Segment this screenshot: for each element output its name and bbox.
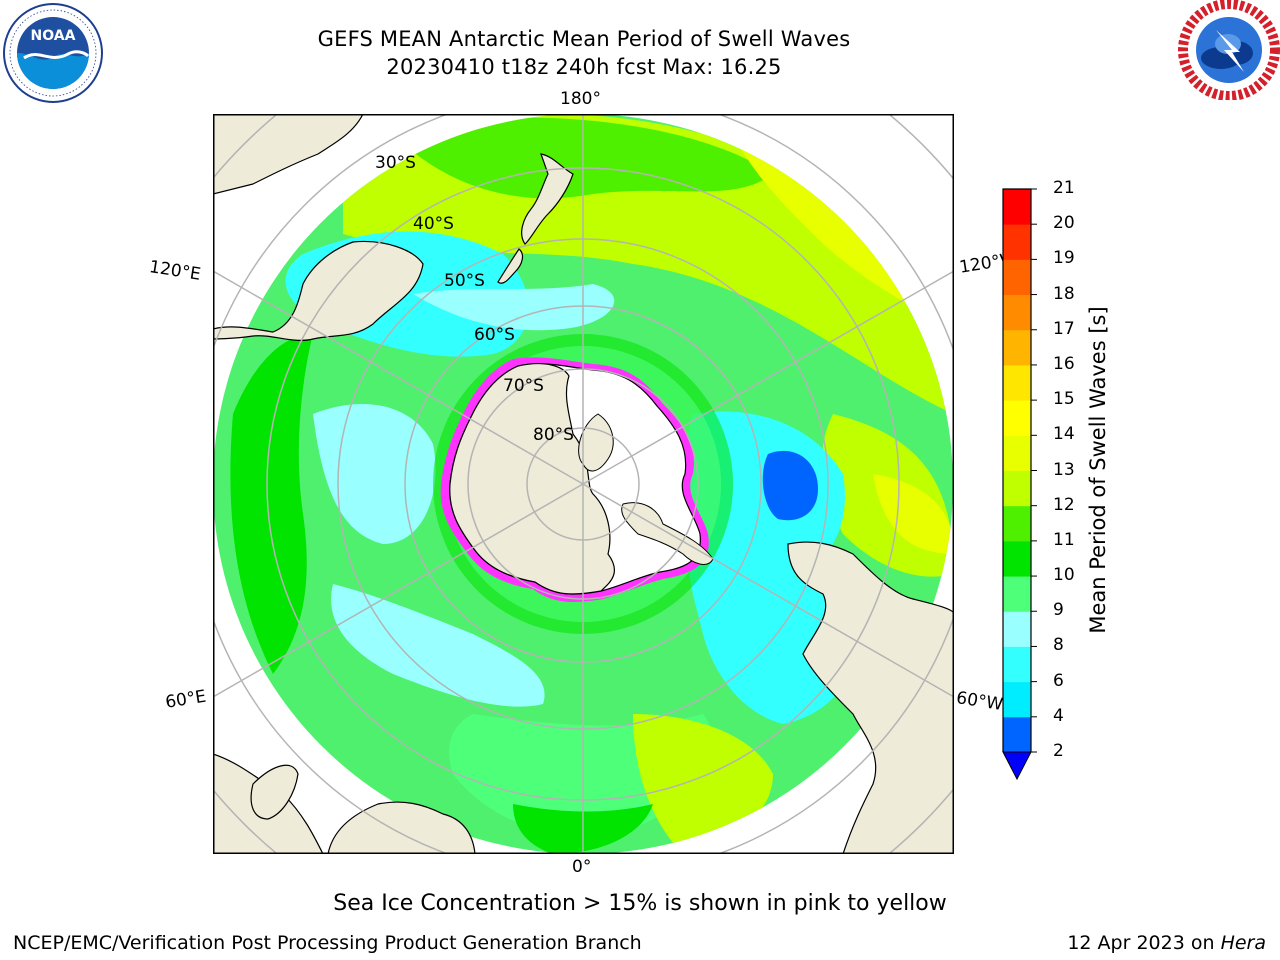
colorbar-swatch	[1003, 646, 1031, 683]
colorbar-tick-label: 10	[1053, 565, 1075, 586]
colorbar-title: Mean Period of Swell Waves [s]	[1086, 306, 1110, 634]
lon-label-lower-left: 60°E	[164, 686, 208, 713]
colorbar-swatch	[1003, 259, 1031, 296]
colorbar-tick-label: 15	[1053, 389, 1075, 410]
noaa-logo-text: NOAA	[31, 28, 76, 44]
nws-logo	[1178, 0, 1280, 101]
map-border	[213, 114, 954, 854]
colorbar	[1002, 188, 1042, 788]
colorbar-tick-label: 20	[1053, 213, 1075, 234]
polar-map: 30°S 40°S 50°S 60°S 70°S 80°S	[213, 114, 954, 854]
colorbar-tick-label: 6	[1053, 670, 1064, 691]
colorbar-tick-label: 11	[1053, 529, 1075, 550]
map-panel: 30°S 40°S 50°S 60°S 70°S 80°S	[213, 114, 954, 854]
colorbar-swatches	[1002, 188, 1037, 781]
lat-label-50s: 50°S	[444, 271, 485, 291]
lon-label-bottom: 0°	[572, 857, 592, 877]
lat-label-30s: 30°S	[375, 153, 416, 173]
colorbar-tick-label: 17	[1053, 318, 1075, 339]
colorbar-tick-label: 16	[1053, 353, 1075, 374]
footer-right: 12 Apr 2023 on Hera	[1067, 932, 1266, 954]
colorbar-swatch	[1003, 505, 1031, 542]
lon-label-lower-right: 60°W	[954, 688, 1005, 716]
colorbar-extend-triangle	[1002, 751, 1032, 781]
colorbar-tick-label: 18	[1053, 283, 1075, 304]
continents	[213, 114, 954, 854]
colorbar-swatch	[1003, 716, 1031, 753]
footer-left: NCEP/EMC/Verification Post Processing Pr…	[13, 932, 642, 954]
colorbar-tick-label: 13	[1053, 459, 1075, 480]
colorbar-swatch	[1003, 470, 1031, 507]
graticule	[213, 114, 954, 854]
colorbar-swatch	[1003, 435, 1031, 471]
colorbar-swatch	[1003, 681, 1031, 718]
colorbar-tick-label: 4	[1053, 705, 1064, 726]
colorbar-swatch	[1003, 540, 1031, 577]
noaa-logo: NOAA	[2, 2, 104, 104]
chart-title: GEFS MEAN Antarctic Mean Period of Swell…	[317, 27, 851, 51]
chart-subtitle: 20230410 t18z 240h fcst Max: 16.25	[386, 55, 782, 79]
footer-host: Hera	[1220, 932, 1266, 954]
lon-label-upper-left: 120°E	[147, 257, 203, 285]
colorbar-swatch	[1003, 576, 1031, 612]
colorbar-swatch	[1003, 224, 1031, 260]
lat-label-80s: 80°S	[533, 425, 574, 445]
colorbar-swatch	[1003, 611, 1031, 647]
colorbar-tick-label: 12	[1053, 494, 1075, 515]
lat-label-40s: 40°S	[413, 214, 454, 234]
lon-label-top: 180°	[560, 89, 601, 109]
colorbar-tick-label: 19	[1053, 248, 1075, 269]
sea-ice-caption: Sea Ice Concentration > 15% is shown in …	[333, 891, 947, 916]
colorbar-swatch	[1003, 294, 1031, 331]
colorbar-tick-label: 21	[1053, 178, 1075, 198]
footer-date: 12 Apr 2023 on	[1067, 932, 1221, 954]
colorbar-tick-label: 9	[1053, 600, 1064, 621]
colorbar-swatch	[1003, 400, 1031, 436]
lat-label-60s: 60°S	[474, 325, 515, 345]
colorbar-swatch	[1003, 364, 1031, 401]
colorbar-swatch	[1003, 189, 1031, 225]
colorbar-tick-label: 8	[1053, 635, 1064, 656]
colorbar-tick-label: 2	[1053, 741, 1064, 761]
lat-label-70s: 70°S	[503, 376, 544, 396]
colorbar-swatch	[1003, 329, 1031, 366]
colorbar-tick-label: 14	[1053, 424, 1075, 445]
